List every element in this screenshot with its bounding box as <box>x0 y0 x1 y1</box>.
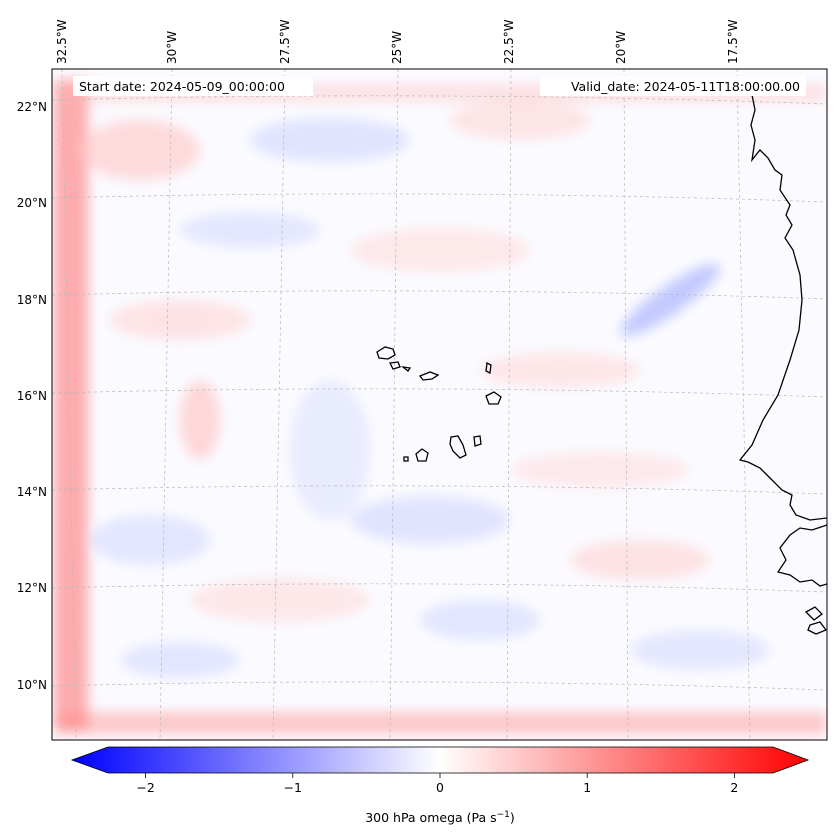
coastline-islands-guinea <box>804 606 827 635</box>
lat-label: 22°N <box>17 100 47 114</box>
colorbar-title-exp: −1 <box>497 810 510 820</box>
lon-label: 22.5°W <box>502 19 516 64</box>
omega-patch <box>120 642 240 678</box>
omega-patch <box>350 228 530 272</box>
longitude-labels: 32.5°W 30°W 27.5°W 25°W 22.5°W 20°W 17.5… <box>55 19 740 64</box>
island-sal <box>485 362 492 374</box>
latitude-labels: 22°N 20°N 18°N 16°N 14°N 12°N 10°N <box>17 100 47 692</box>
colorbar-title-main: 300 hPa omega (Pa s <box>365 810 496 825</box>
island-maio <box>473 435 482 447</box>
lon-label: 32.5°W <box>55 19 69 64</box>
omega-patch <box>350 496 510 544</box>
colorbar-tick-label: 2 <box>730 780 738 795</box>
colorbar-bar <box>70 746 810 774</box>
omega-patch <box>620 263 720 337</box>
start-date-label: Start date: 2024-05-09_00:00:00 <box>79 79 285 94</box>
omega-patch <box>630 630 770 670</box>
omega-boundary-left <box>54 80 88 730</box>
africa-coastline <box>738 94 827 521</box>
lat-label: 20°N <box>17 196 47 210</box>
omega-patch <box>190 578 370 622</box>
island-boa-vista <box>485 391 502 405</box>
island-fogo <box>415 448 429 462</box>
island-santa-luzia <box>400 366 412 372</box>
lon-label: 27.5°W <box>278 19 292 64</box>
omega-patch <box>570 540 710 580</box>
omega-patch <box>480 352 640 388</box>
map-panel: Start date: 2024-05-09_00:00:00 Valid_da… <box>52 69 827 740</box>
colorbar-tick-label: −1 <box>284 780 302 795</box>
omega-patch <box>90 515 210 565</box>
omega-patch <box>80 120 200 180</box>
omega-patch <box>180 212 320 248</box>
gridlines <box>52 69 827 740</box>
start-date-box <box>73 76 313 96</box>
map-frame <box>51 68 828 741</box>
lon-label: 20°W <box>614 31 628 64</box>
omega-field <box>54 80 826 734</box>
colorbar-ticks: −2 −1 0 1 2 <box>136 773 738 795</box>
colorbar-title-end: ) <box>510 810 515 825</box>
lat-label: 18°N <box>17 293 47 307</box>
lat-label: 14°N <box>17 485 47 499</box>
omega-patch <box>420 600 540 640</box>
omega-patch <box>250 118 410 162</box>
lon-label: 17.5°W <box>726 19 740 64</box>
omega-patch <box>180 380 220 460</box>
island-sao-vicente <box>389 361 401 370</box>
lat-label: 12°N <box>17 581 47 595</box>
africa-coastline-south <box>776 524 827 587</box>
island-brava <box>403 456 409 462</box>
omega-patch <box>510 452 690 488</box>
valid-date-label: Valid_date: 2024-05-11T18:00:00.00 <box>571 79 800 94</box>
omega-boundary-bottom <box>56 712 826 734</box>
lat-label: 10°N <box>17 678 47 692</box>
colorbar-title: 300 hPa omega (Pa s−1) <box>365 810 515 825</box>
coastline <box>738 94 827 635</box>
colorbar-tick-label: 1 <box>583 780 591 795</box>
omega-patch <box>290 380 370 520</box>
island-sao-nicolau <box>418 371 440 381</box>
lat-label: 16°N <box>17 389 47 403</box>
island-santiago <box>449 435 467 459</box>
colorbar: −2 −1 0 1 2 300 hPa omega (Pa s−1) <box>70 746 810 825</box>
colorbar-tick-label: −2 <box>136 780 154 795</box>
colorbar-tick-label: 0 <box>436 780 444 795</box>
island-santo-antao <box>376 346 396 360</box>
omega-patch <box>110 300 250 340</box>
omega-patch <box>450 100 590 140</box>
lon-label: 25°W <box>390 31 404 64</box>
cape-verde-islands <box>376 346 502 462</box>
valid-date-box <box>540 76 806 96</box>
lon-label: 30°W <box>165 31 179 64</box>
